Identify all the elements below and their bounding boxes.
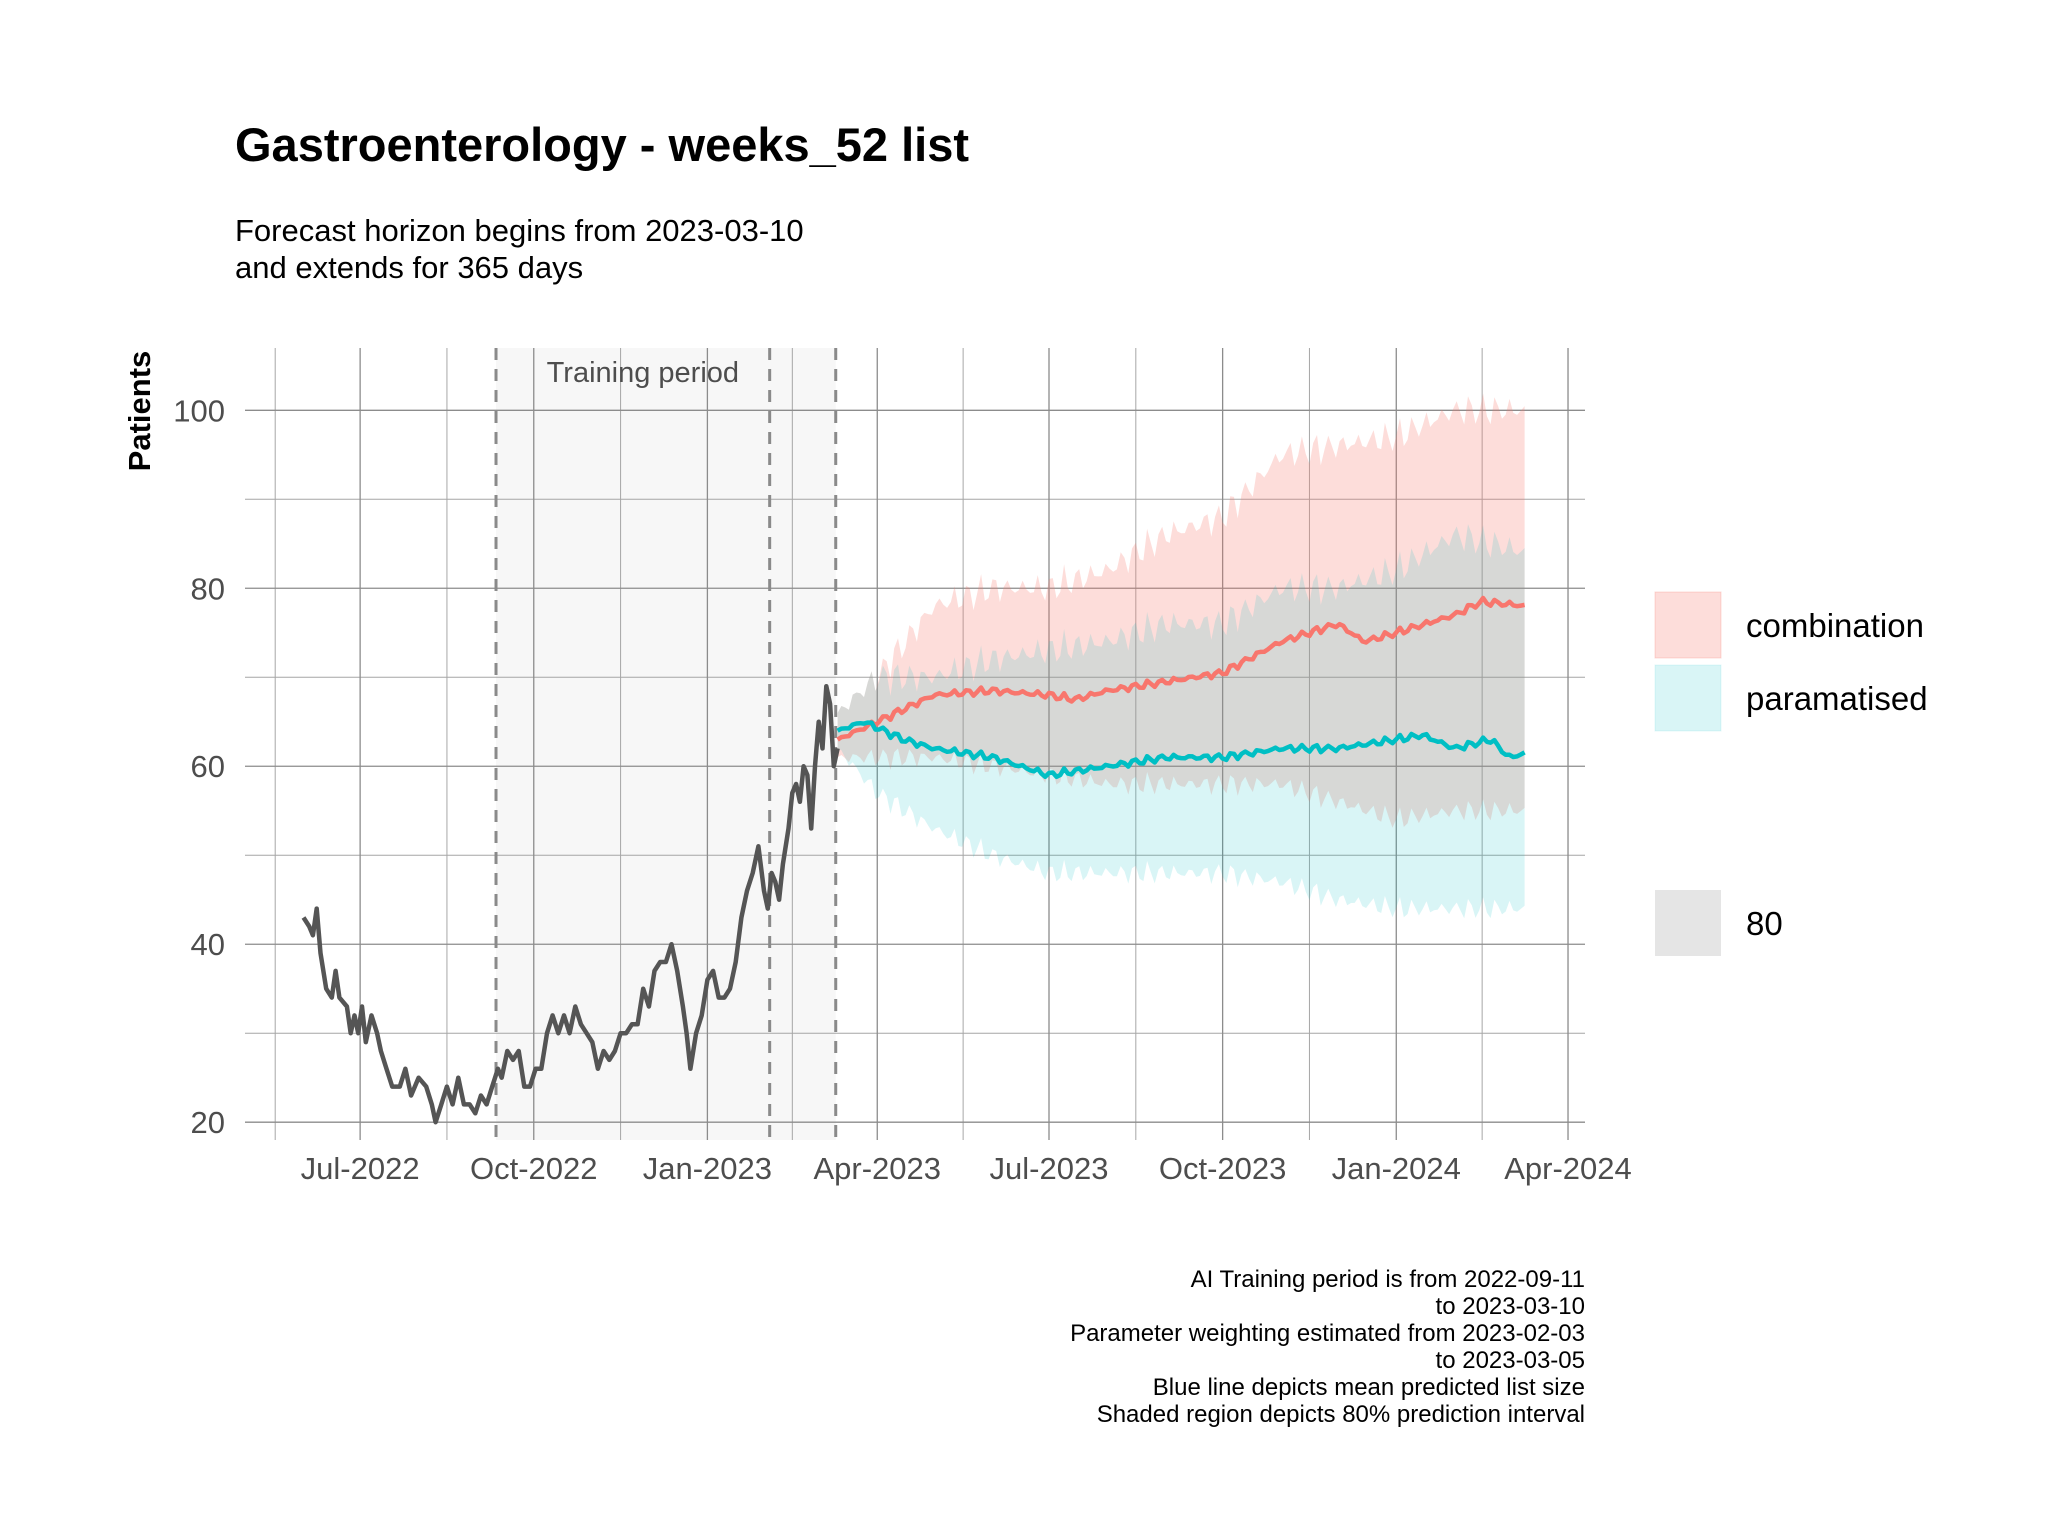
y-tick-label-80: 80 [191, 571, 225, 606]
mean-line-combination [836, 595, 1526, 742]
x-tick-label-Apr-2024: Apr-2024 [1504, 1151, 1632, 1186]
band-combination [837, 393, 1525, 828]
legend-label-paramatised: paramatised [1746, 680, 1928, 717]
chart-subtitle-line-2: and extends for 365 days [235, 250, 583, 285]
major-gridlines [245, 348, 1585, 1140]
caption-line-5: Blue line depicts mean predicted list si… [1153, 1374, 1585, 1401]
legend-swatch-paramatised [1654, 664, 1722, 732]
caption-line-2: to 2023-03-10 [1436, 1293, 1585, 1320]
training-period-shade [496, 348, 836, 1140]
y-tick-label-60: 60 [191, 749, 225, 784]
x-tick-label-Oct-2023: Oct-2023 [1159, 1151, 1287, 1186]
legend: combination paramatised 80 [1654, 591, 1928, 956]
dashed-markers [494, 348, 838, 1140]
x-tick-labels: Jul-2022 Oct-2022 Jan-2023 Apr-2023 Jul-2023… [301, 1151, 1632, 1186]
legend-label-level: 80 [1746, 905, 1783, 942]
caption-line-6: Shaded region depicts 80% prediction int… [1097, 1401, 1585, 1428]
y-tick-label-100: 100 [173, 393, 225, 428]
legend-swatch-level [1655, 890, 1721, 956]
series-lines [301, 595, 1526, 1125]
minor-gridlines [245, 348, 1585, 1140]
y-tick-label-40: 40 [191, 927, 225, 962]
observed-line [301, 683, 840, 1125]
x-tick-label-Jan-2023: Jan-2023 [643, 1151, 772, 1186]
x-tick-label-Jul-2023: Jul-2023 [990, 1151, 1109, 1186]
band-paramatised [837, 524, 1525, 919]
legend-swatch-combination [1654, 591, 1722, 659]
caption-line-4: to 2023-03-05 [1436, 1347, 1585, 1374]
caption-line-3: Parameter weighting estimated from 2023-… [1070, 1320, 1585, 1347]
y-tick-labels: 20 40 60 80 100 [173, 393, 225, 1140]
chart-title: Gastroenterology - weeks_52 list [235, 118, 969, 171]
y-axis-label: Patients [122, 351, 157, 472]
x-tick-label-Jul-2022: Jul-2022 [301, 1151, 420, 1186]
x-tick-label-Oct-2022: Oct-2022 [470, 1151, 598, 1186]
x-tick-label-Apr-2023: Apr-2023 [813, 1151, 941, 1186]
x-tick-label-Jan-2024: Jan-2024 [1332, 1151, 1461, 1186]
legend-label-combination: combination [1746, 607, 1924, 644]
chart-subtitle-line-1: Forecast horizon begins from 2023-03-10 [235, 213, 804, 248]
mean-line-paramatised [836, 720, 1526, 780]
training-period-label: Training period [547, 357, 739, 389]
y-tick-label-20: 20 [191, 1105, 225, 1140]
caption: AI Training period is from 2022-09-11 to… [1070, 1266, 1585, 1428]
caption-line-1: AI Training period is from 2022-09-11 [1191, 1266, 1585, 1293]
prediction-bands [837, 393, 1525, 919]
